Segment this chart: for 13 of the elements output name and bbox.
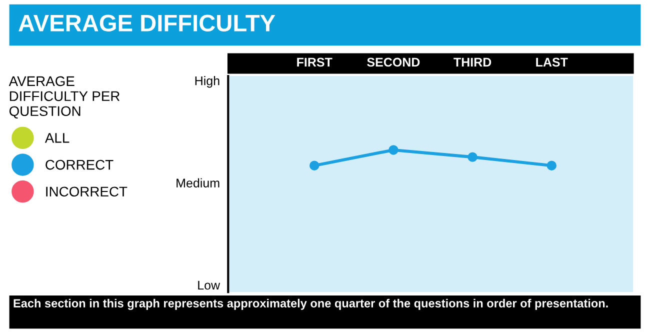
legend-title: AVERAGE DIFFICULTY PER QUESTION	[8, 76, 120, 119]
legend-label: CORRECT	[46, 160, 114, 170]
legend-label: INCORRECT	[46, 186, 128, 197]
legend-label: ALL	[44, 133, 70, 143]
x-tick-label: LAST	[536, 58, 568, 67]
text: Medium	[176, 178, 220, 188]
text: High	[195, 76, 220, 88]
text: Low	[198, 280, 220, 290]
x-tick-label: FIRST	[297, 58, 332, 67]
x-tick-label: SECOND	[367, 58, 420, 67]
x-tick-label: THIRD	[454, 58, 492, 67]
chart-title: AVERAGE DIFFICULTY	[18, 14, 276, 32]
text: Each section in this graph represents approximately one quarter of the questions in order of presentation.	[14, 298, 608, 310]
